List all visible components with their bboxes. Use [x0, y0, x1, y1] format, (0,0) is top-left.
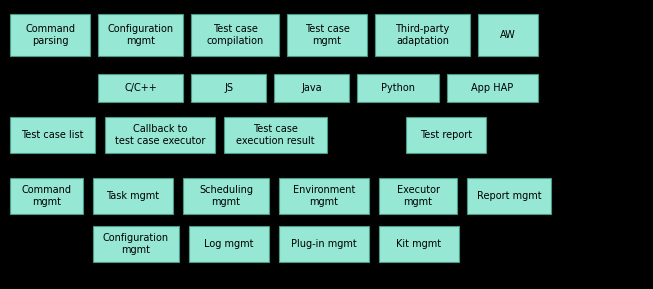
FancyBboxPatch shape	[279, 226, 369, 262]
Text: Java: Java	[301, 83, 322, 93]
Text: Test case
compilation: Test case compilation	[206, 24, 264, 46]
FancyBboxPatch shape	[279, 178, 369, 214]
Text: Configuration
mgmt: Configuration mgmt	[103, 233, 169, 255]
FancyBboxPatch shape	[98, 74, 183, 102]
FancyBboxPatch shape	[467, 178, 551, 214]
Text: Command
parsing: Command parsing	[25, 24, 75, 46]
Text: Test case
execution result: Test case execution result	[236, 124, 315, 146]
Text: Report mgmt: Report mgmt	[477, 191, 541, 201]
FancyBboxPatch shape	[93, 226, 179, 262]
Text: Log mgmt: Log mgmt	[204, 239, 254, 249]
FancyBboxPatch shape	[10, 178, 83, 214]
FancyBboxPatch shape	[447, 74, 538, 102]
Text: C/C++: C/C++	[124, 83, 157, 93]
FancyBboxPatch shape	[224, 117, 327, 153]
Text: Configuration
mgmt: Configuration mgmt	[108, 24, 174, 46]
FancyBboxPatch shape	[406, 117, 486, 153]
Text: Test report: Test report	[420, 130, 472, 140]
Text: Python: Python	[381, 83, 415, 93]
FancyBboxPatch shape	[478, 14, 538, 56]
FancyBboxPatch shape	[183, 178, 269, 214]
FancyBboxPatch shape	[191, 14, 279, 56]
FancyBboxPatch shape	[357, 74, 439, 102]
FancyBboxPatch shape	[287, 14, 367, 56]
Text: Test case list: Test case list	[22, 130, 84, 140]
FancyBboxPatch shape	[105, 117, 215, 153]
FancyBboxPatch shape	[375, 14, 470, 56]
Text: Task mgmt: Task mgmt	[106, 191, 159, 201]
FancyBboxPatch shape	[379, 226, 459, 262]
Text: Command
mgmt: Command mgmt	[22, 185, 71, 207]
FancyBboxPatch shape	[379, 178, 457, 214]
FancyBboxPatch shape	[10, 14, 90, 56]
Text: AW: AW	[500, 30, 516, 40]
FancyBboxPatch shape	[10, 117, 95, 153]
Text: Executor
mgmt: Executor mgmt	[396, 185, 439, 207]
Text: Third-party
adaptation: Third-party adaptation	[395, 24, 450, 46]
FancyBboxPatch shape	[98, 14, 183, 56]
Text: Callback to
test case executor: Callback to test case executor	[115, 124, 205, 146]
Text: Test case
mgmt: Test case mgmt	[304, 24, 349, 46]
Text: Environment
mgmt: Environment mgmt	[293, 185, 355, 207]
Text: JS: JS	[224, 83, 233, 93]
Text: Scheduling
mgmt: Scheduling mgmt	[199, 185, 253, 207]
FancyBboxPatch shape	[274, 74, 349, 102]
Text: App HAP: App HAP	[471, 83, 514, 93]
FancyBboxPatch shape	[189, 226, 269, 262]
FancyBboxPatch shape	[191, 74, 266, 102]
Text: Plug-in mgmt: Plug-in mgmt	[291, 239, 357, 249]
Text: Kit mgmt: Kit mgmt	[396, 239, 441, 249]
FancyBboxPatch shape	[93, 178, 173, 214]
